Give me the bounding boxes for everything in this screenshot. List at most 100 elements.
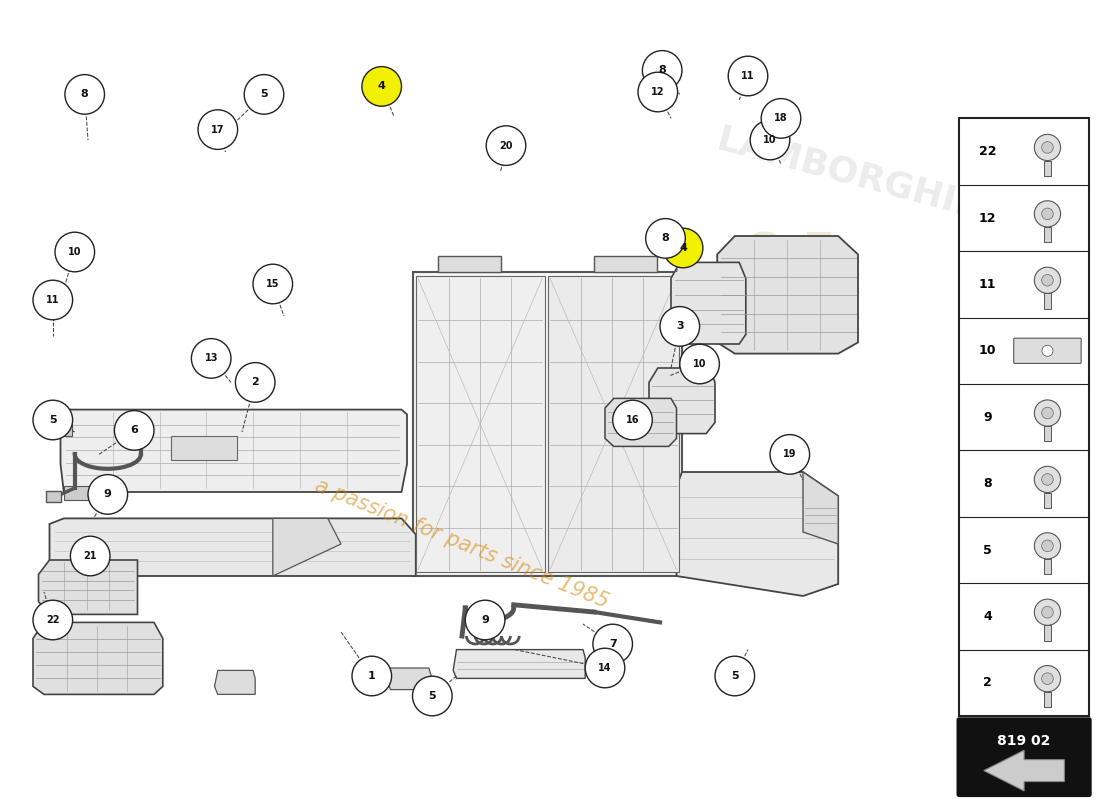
Text: 5: 5	[261, 90, 267, 99]
Polygon shape	[46, 491, 60, 502]
Circle shape	[1042, 142, 1054, 154]
Bar	[1044, 227, 1052, 242]
Circle shape	[715, 656, 755, 696]
Polygon shape	[39, 560, 138, 614]
Text: 12: 12	[651, 87, 664, 97]
Circle shape	[1034, 533, 1060, 559]
Circle shape	[198, 110, 238, 150]
Bar	[959, 118, 1089, 716]
Text: 16: 16	[626, 415, 639, 425]
Bar	[1044, 692, 1052, 707]
Circle shape	[593, 624, 632, 664]
Circle shape	[613, 400, 652, 440]
Polygon shape	[412, 272, 682, 576]
Polygon shape	[438, 256, 500, 272]
Polygon shape	[50, 518, 416, 576]
Circle shape	[680, 344, 719, 384]
Circle shape	[1042, 346, 1053, 356]
Circle shape	[33, 280, 73, 320]
Text: 17: 17	[211, 125, 224, 134]
Bar	[1044, 161, 1052, 176]
Text: 819 02: 819 02	[998, 734, 1050, 748]
Text: 22: 22	[46, 615, 59, 625]
Circle shape	[55, 232, 95, 272]
Circle shape	[761, 98, 801, 138]
Polygon shape	[548, 276, 679, 572]
Text: 6: 6	[130, 426, 139, 435]
Text: 10: 10	[979, 344, 997, 358]
Text: 8: 8	[661, 234, 670, 243]
Circle shape	[646, 218, 685, 258]
Text: 18: 18	[774, 114, 788, 123]
FancyBboxPatch shape	[1014, 338, 1081, 363]
Circle shape	[70, 536, 110, 576]
Text: 19: 19	[783, 450, 796, 459]
Polygon shape	[676, 472, 838, 596]
Circle shape	[728, 56, 768, 96]
Circle shape	[642, 50, 682, 90]
Polygon shape	[803, 472, 838, 544]
Bar	[1044, 559, 1052, 574]
Circle shape	[1042, 540, 1054, 552]
Circle shape	[191, 338, 231, 378]
Text: 10: 10	[68, 247, 81, 257]
Text: 5: 5	[50, 415, 56, 425]
Text: 22: 22	[979, 145, 997, 158]
Text: 21: 21	[84, 551, 97, 561]
Circle shape	[660, 306, 700, 346]
Text: 15: 15	[266, 279, 279, 289]
Circle shape	[253, 264, 293, 304]
Circle shape	[1034, 201, 1060, 227]
Circle shape	[1034, 267, 1060, 294]
Circle shape	[65, 74, 104, 114]
Circle shape	[352, 656, 392, 696]
Polygon shape	[605, 398, 676, 446]
Circle shape	[1042, 673, 1054, 685]
Circle shape	[235, 362, 275, 402]
Circle shape	[33, 400, 73, 440]
Circle shape	[1042, 208, 1054, 220]
Circle shape	[1034, 466, 1060, 493]
Circle shape	[1034, 599, 1060, 626]
Circle shape	[1034, 134, 1060, 161]
Bar	[1044, 626, 1052, 641]
Text: 5: 5	[732, 671, 738, 681]
Polygon shape	[416, 276, 544, 572]
Circle shape	[362, 66, 402, 106]
Text: 9: 9	[983, 410, 992, 424]
Polygon shape	[671, 262, 746, 344]
Text: 11: 11	[741, 71, 755, 81]
Polygon shape	[273, 518, 341, 576]
Text: 8: 8	[658, 66, 667, 75]
Polygon shape	[717, 236, 858, 354]
Circle shape	[1042, 274, 1054, 286]
Polygon shape	[214, 670, 255, 694]
Text: 2: 2	[983, 676, 992, 690]
Circle shape	[1034, 666, 1060, 692]
Text: 1: 1	[367, 671, 376, 681]
Text: 3: 3	[676, 322, 683, 331]
Text: 10: 10	[693, 359, 706, 369]
Text: 9: 9	[103, 490, 112, 499]
Polygon shape	[983, 750, 1065, 791]
Circle shape	[1042, 407, 1054, 419]
Polygon shape	[33, 622, 163, 694]
Text: 8: 8	[80, 90, 89, 99]
Text: 8 5: 8 5	[746, 230, 838, 282]
Text: 20: 20	[499, 141, 513, 150]
Circle shape	[585, 648, 625, 688]
Circle shape	[486, 126, 526, 166]
Polygon shape	[453, 650, 585, 678]
Circle shape	[750, 120, 790, 160]
Text: 5: 5	[429, 691, 436, 701]
Polygon shape	[387, 668, 431, 690]
FancyBboxPatch shape	[957, 718, 1091, 796]
Text: 11: 11	[979, 278, 997, 291]
Bar	[1044, 426, 1052, 442]
Polygon shape	[649, 368, 715, 434]
Circle shape	[114, 410, 154, 450]
Circle shape	[638, 72, 678, 112]
Text: 5: 5	[983, 543, 992, 557]
Text: 8: 8	[983, 477, 992, 490]
Circle shape	[412, 676, 452, 716]
